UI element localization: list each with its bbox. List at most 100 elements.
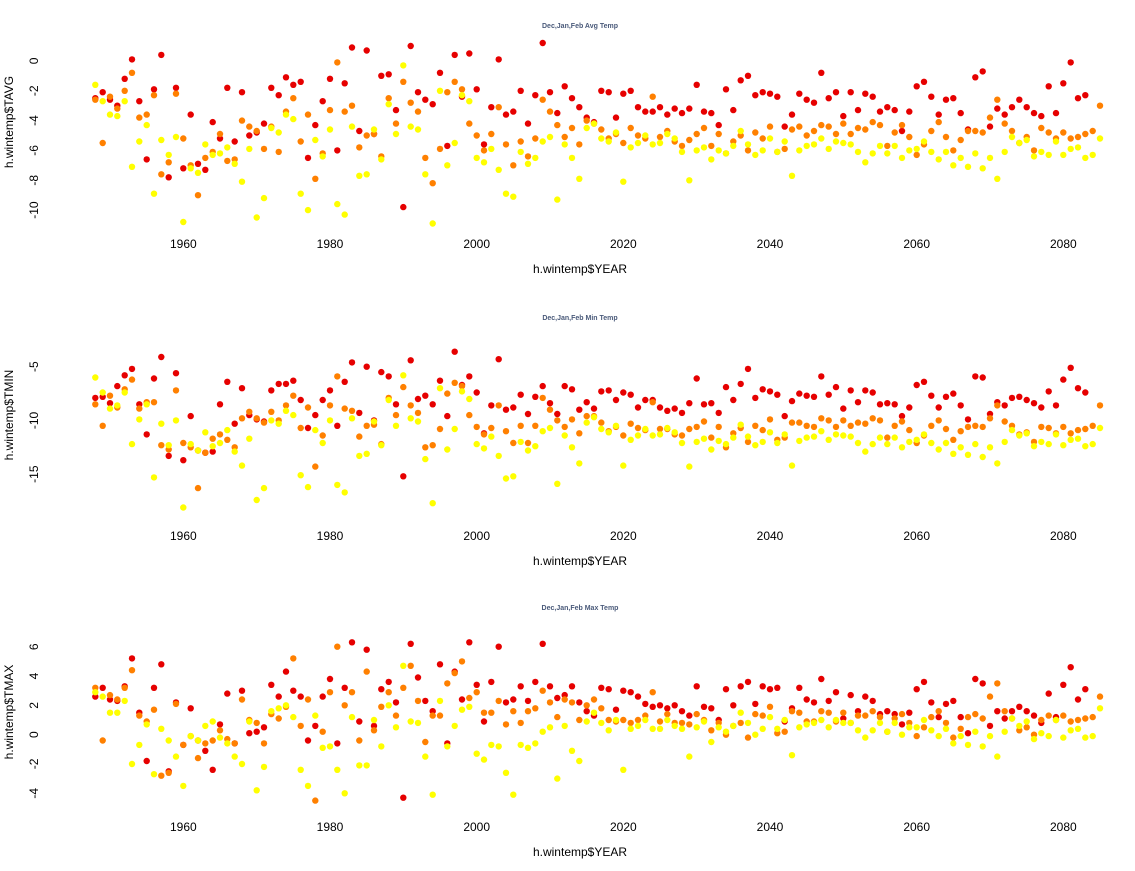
y-tick-label: -4 — [27, 115, 41, 126]
data-point — [400, 78, 407, 86]
data-point — [554, 410, 561, 418]
data-point — [862, 448, 869, 455]
data-point — [1060, 423, 1067, 431]
data-point — [1001, 402, 1008, 409]
data-point — [737, 421, 744, 428]
data-point — [150, 375, 158, 382]
data-point — [818, 716, 825, 724]
data-point — [209, 435, 216, 442]
data-point — [546, 724, 554, 731]
data-point — [950, 450, 957, 457]
data-point — [326, 402, 334, 409]
data-point — [348, 44, 356, 51]
data-point — [722, 440, 730, 448]
data-point — [363, 47, 370, 54]
data-point — [480, 709, 488, 716]
data-point — [106, 691, 114, 699]
data-point — [598, 388, 605, 395]
panel-max-temp: Dec,Jan,Feb Max Temp h.wintemp$YEAR h.wi… — [2, 605, 1104, 859]
data-point — [260, 763, 268, 771]
data-point — [708, 446, 715, 453]
data-point — [642, 716, 649, 724]
data-point — [1067, 430, 1074, 437]
data-point — [436, 69, 444, 77]
data-point — [554, 694, 561, 702]
data-point — [136, 98, 143, 105]
data-point — [708, 727, 715, 734]
data-point — [561, 133, 568, 141]
data-point — [920, 724, 928, 731]
data-point — [282, 380, 290, 388]
data-point — [224, 740, 231, 747]
data-point — [920, 78, 928, 86]
data-point — [708, 109, 715, 117]
data-point — [414, 674, 422, 681]
data-point — [561, 691, 568, 699]
data-point — [678, 439, 686, 447]
data-point — [1038, 716, 1045, 724]
data-point — [150, 771, 158, 778]
data-point — [488, 130, 495, 138]
data-point — [576, 699, 583, 706]
data-point — [715, 423, 722, 431]
data-point — [854, 399, 862, 406]
data-point — [128, 163, 136, 170]
data-point — [920, 716, 928, 724]
data-point — [414, 89, 422, 96]
y-axis-label: h.wintemp$TMIN — [2, 370, 16, 461]
data-point — [209, 151, 216, 159]
data-point — [986, 114, 994, 121]
data-point — [1074, 95, 1082, 102]
data-point — [568, 154, 576, 162]
data-point — [700, 718, 708, 725]
data-point — [722, 686, 730, 693]
data-point — [539, 96, 546, 103]
data-point — [994, 105, 1001, 112]
data-point — [202, 141, 209, 148]
data-point — [744, 719, 752, 727]
data-point — [473, 154, 480, 162]
data-point — [312, 463, 319, 470]
points — [92, 39, 1104, 227]
data-point — [1060, 734, 1067, 741]
data-point — [517, 719, 524, 727]
data-point — [744, 72, 752, 80]
data-point — [194, 169, 202, 176]
data-point — [546, 424, 554, 432]
data-point — [1001, 728, 1008, 735]
data-point — [920, 431, 928, 438]
data-point — [1023, 104, 1030, 111]
data-point — [884, 440, 891, 448]
data-point — [172, 417, 180, 424]
data-point — [818, 708, 825, 715]
data-point — [290, 95, 297, 102]
data-point — [546, 683, 554, 690]
data-point — [781, 138, 788, 145]
data-point — [495, 356, 502, 363]
data-point — [282, 668, 290, 675]
data-point — [825, 709, 832, 716]
data-point — [832, 138, 840, 145]
data-point — [576, 175, 583, 182]
data-point — [964, 451, 972, 458]
data-point — [282, 111, 290, 118]
data-point — [216, 130, 224, 138]
data-point — [891, 434, 898, 441]
data-point — [906, 724, 913, 731]
data-point — [158, 442, 165, 449]
x-tick-label: 1960 — [170, 820, 197, 834]
data-point — [370, 418, 378, 425]
data-point — [583, 708, 590, 715]
data-point — [693, 438, 700, 446]
data-point — [554, 480, 561, 487]
data-point — [304, 782, 312, 790]
data-point — [422, 171, 429, 178]
data-point — [297, 396, 304, 404]
data-point — [532, 705, 539, 712]
data-point — [942, 393, 950, 400]
data-point — [495, 402, 502, 409]
data-point — [436, 145, 444, 153]
data-point — [994, 680, 1001, 687]
data-point — [290, 655, 297, 662]
data-point — [524, 439, 532, 447]
